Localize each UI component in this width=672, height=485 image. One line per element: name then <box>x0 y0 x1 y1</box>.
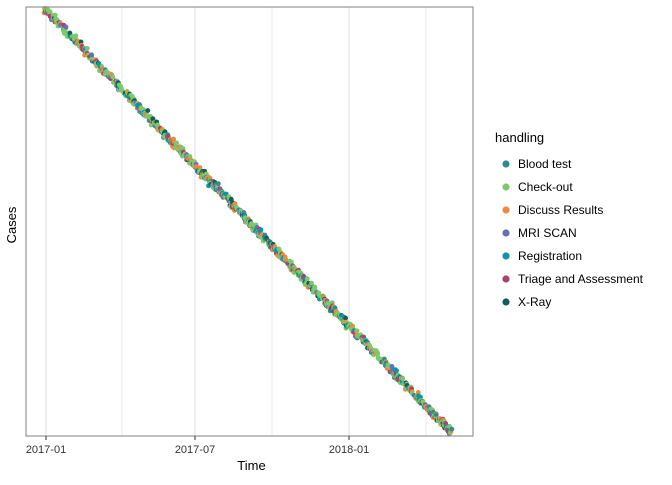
svg-text:2017-01: 2017-01 <box>26 444 66 456</box>
svg-text:Time: Time <box>237 458 265 473</box>
svg-text:X-Ray: X-Ray <box>518 295 551 309</box>
svg-text:handling: handling <box>495 130 544 145</box>
svg-text:Blood test: Blood test <box>518 157 572 171</box>
svg-text:Cases: Cases <box>4 206 19 243</box>
svg-text:Triage and Assessment: Triage and Assessment <box>518 272 644 286</box>
svg-text:Check-out: Check-out <box>518 180 573 194</box>
svg-text:2018-01: 2018-01 <box>329 444 369 456</box>
svg-text:2017-07: 2017-07 <box>175 444 215 456</box>
svg-text:MRI SCAN: MRI SCAN <box>518 226 577 240</box>
svg-text:Discuss Results: Discuss Results <box>518 203 603 217</box>
svg-text:Registration: Registration <box>518 249 582 263</box>
